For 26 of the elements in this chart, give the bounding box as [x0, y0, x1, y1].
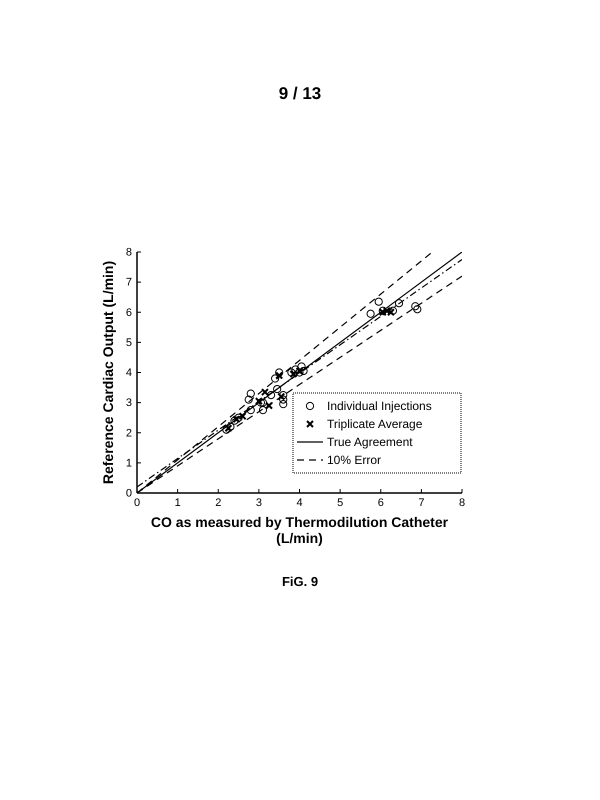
x-tick-label: 3: [256, 496, 262, 509]
legend-label: 10% Error: [327, 453, 382, 467]
chart-title: 9 / 13: [278, 84, 322, 103]
x-tick-label: 4: [296, 496, 303, 509]
x-tick-label: 6: [378, 496, 384, 509]
y-tick-label: 4: [126, 367, 132, 380]
y-tick-label: 6: [126, 306, 132, 319]
x-axis-title: CO as measured by Thermodilution Catheter (L/min): [150, 514, 449, 546]
y-tick-label: 3: [126, 397, 132, 410]
y-tick-label: 0: [126, 488, 132, 500]
y-tick-label: 8: [126, 246, 132, 259]
x-tick-label: 1: [174, 496, 181, 509]
legend-label: Triplicate Average: [327, 417, 423, 431]
y-axis-title: Reference Cardiac Output (L/min): [100, 260, 116, 484]
y-tick-label: 2: [126, 427, 132, 440]
x-tick-label: 2: [215, 496, 222, 509]
x-tick-label: 7: [418, 496, 424, 509]
legend-label: Individual Injections: [327, 399, 432, 413]
y-tick-label: 7: [126, 276, 132, 289]
y-tick-label: 5: [126, 336, 132, 349]
x-tick-label: 5: [337, 496, 344, 509]
x-tick-label: 0: [134, 496, 140, 509]
y-tick-label: 1: [126, 457, 132, 470]
x-tick-label: 8: [458, 496, 466, 509]
caption: FiG. 9: [282, 574, 318, 589]
legend-label: True Agreement: [327, 435, 414, 449]
